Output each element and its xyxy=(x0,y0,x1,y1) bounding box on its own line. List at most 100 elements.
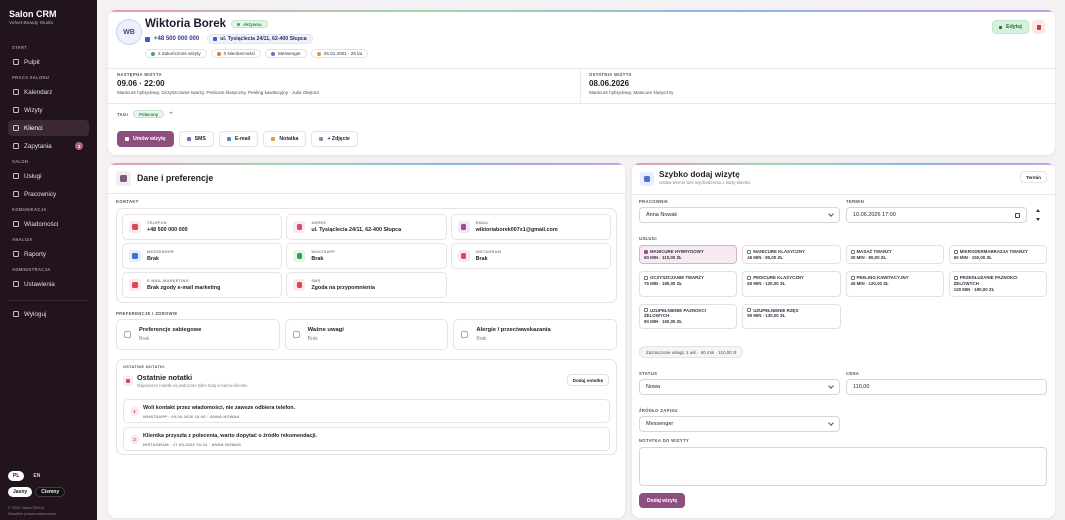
nav-item[interactable]: Raporty xyxy=(8,246,89,262)
action-icon xyxy=(125,137,129,141)
theme-option[interactable]: Ciemny xyxy=(35,487,66,497)
service-option[interactable]: PRZEDŁUŻANIE PAZNOKCI ŻELOWYCH 120 MIN · … xyxy=(948,271,1047,297)
service-checkbox xyxy=(644,308,648,313)
action-button[interactable]: E-mail xyxy=(218,131,259,147)
action-icon xyxy=(271,137,276,141)
nav-item[interactable]: Pracownicy xyxy=(8,186,89,202)
nav-item[interactable]: Wyloguj xyxy=(8,306,89,322)
icon xyxy=(293,279,306,291)
service-option[interactable]: MASAŻ TWARZY 30 MIN · 80,00 ZŁ xyxy=(845,245,944,265)
preference-title: Ważne uwagi xyxy=(307,327,344,333)
nav-heading: START xyxy=(12,45,28,50)
service-meta: 90 MIN · 130,00 ZŁ xyxy=(747,313,786,319)
spinner-down[interactable] xyxy=(1036,218,1040,221)
visit-date: 08.06.2026 xyxy=(589,79,630,88)
action-button[interactable]: Notatka xyxy=(263,131,307,147)
service-meta: 45 MIN · 80,00 ZŁ xyxy=(747,254,783,260)
add-tag[interactable]: + xyxy=(169,111,173,117)
contact-field: EMAIL wiktoriaborek007x1@gmail.com xyxy=(450,214,611,240)
contact-value: wiktoriaborek007x1@gmail.com xyxy=(475,227,558,233)
input-field[interactable]: 110,00 xyxy=(846,379,1047,395)
service-checkbox xyxy=(953,249,958,254)
language-option[interactable]: PL xyxy=(8,471,25,481)
icon-glyph xyxy=(296,282,303,288)
theme-option[interactable]: Jasny xyxy=(8,487,33,497)
contact-value: Zgoda na przypomnienia xyxy=(311,285,375,291)
nav-item[interactable]: Usługi xyxy=(8,168,89,184)
service-checkbox xyxy=(644,249,648,254)
service-option[interactable]: MANICURE KLASYCZNY 45 MIN · 80,00 ZŁ xyxy=(742,245,841,265)
nav-item[interactable]: Kalendarz xyxy=(8,84,89,100)
contact-label: E-MAIL MARKETING xyxy=(147,279,189,283)
tags-label: TAGI xyxy=(117,111,129,117)
icon xyxy=(457,250,470,262)
service-option[interactable]: UZUPEŁNIENIE PAZNOKCI ŻELOWYCH 90 MIN · 1… xyxy=(639,303,738,329)
service-option[interactable]: PEELING KAWITACYJNY 45 MIN · 120,00 ZŁ xyxy=(845,271,944,297)
notes-heading: OSTATNIE NOTATKI xyxy=(123,365,165,369)
tag[interactable]: Polecony xyxy=(133,110,165,118)
add-note-button[interactable]: Dodaj notatkę xyxy=(566,374,609,386)
select-chevron xyxy=(828,383,834,389)
service-option[interactable]: OCZYSZCZANIE TWARZY 75 MIN · 180,00 ZŁ xyxy=(639,271,738,297)
contact-label: EMAIL xyxy=(475,221,489,225)
service-option[interactable]: MIKRODERMABRAZJA TWARZY 60 MIN · 150,00 Z… xyxy=(948,245,1047,265)
service-name-text: UZUPEŁNIENIE RZĘS xyxy=(753,307,799,313)
icon xyxy=(640,172,654,186)
edit-button[interactable]: Edytuj xyxy=(992,20,1029,34)
submit-button[interactable]: Dodaj wizytę xyxy=(639,493,686,508)
action-button[interactable]: + Zdjęcie xyxy=(311,131,358,147)
note-item: 1 Woli kontakt przez wiadomości, nie zaws… xyxy=(123,399,610,423)
nav-item[interactable]: Ustawienia xyxy=(8,276,89,292)
icon-glyph xyxy=(120,175,127,182)
service-checkbox xyxy=(747,249,752,254)
preference-value: Brak xyxy=(139,336,150,342)
service-name-text: PEELING KAWITACYJNY xyxy=(856,275,909,281)
icon-glyph xyxy=(132,253,138,259)
service-name-text: MASAŻ TWARZY xyxy=(856,249,892,254)
contact-text: E-MAIL MARKETING Brak zgody e-mail market… xyxy=(147,279,220,291)
service-name-text: MIKRODERMABRAZJA TWARZY xyxy=(959,249,1028,254)
nav-item[interactable]: Pulpit xyxy=(8,54,89,70)
service-option[interactable]: MANICURE HYBRYDOWY 60 MIN · 110,00 ZŁ xyxy=(639,245,738,265)
action-button[interactable]: Umów wizytę xyxy=(117,131,174,147)
icon xyxy=(123,376,133,386)
input-field[interactable]: 10.06.2026 17:00 xyxy=(846,207,1027,223)
field-label: NOTATKA DO WIZYTY xyxy=(639,438,690,443)
service-name: MASAŻ TWARZY xyxy=(850,249,939,255)
language-option[interactable]: EN xyxy=(33,473,41,479)
nav-item[interactable]: Klienci xyxy=(8,120,89,136)
edit-icon xyxy=(999,25,1003,29)
select-field[interactable]: Nowa xyxy=(639,379,840,395)
select-field[interactable]: Anna Nowak xyxy=(639,207,840,223)
preference-icon xyxy=(124,331,131,338)
service-name: MANICURE KLASYCZNY xyxy=(747,249,835,255)
language-switch: PL EN xyxy=(8,471,45,481)
nav-item[interactable]: Wiadomości xyxy=(8,216,89,232)
note-textarea[interactable] xyxy=(639,447,1047,486)
card-subtitle: Ustaw termin bez wychodzenia z karty kli… xyxy=(659,180,752,185)
card-title: Szybko dodaj wizytę xyxy=(659,169,740,179)
nav-heading: KOMUNIKACJA xyxy=(12,207,47,212)
contact-field: WHATSAPP Brak xyxy=(286,243,447,269)
nav-item[interactable]: Wizyty xyxy=(8,102,89,118)
select-field[interactable]: Messenger xyxy=(639,416,840,432)
nav-item[interactable]: Zapytania 3 xyxy=(8,138,89,154)
address: ul. Tysiąclecia 24/11, 62-400 Słupca xyxy=(207,34,313,44)
action-icon xyxy=(186,137,191,141)
nav-label: Klienci xyxy=(24,124,43,132)
action-label: E-mail xyxy=(234,136,251,142)
delete-button[interactable] xyxy=(1032,20,1045,34)
spinner-up[interactable] xyxy=(1036,209,1040,212)
nav-label: Zapytania xyxy=(24,142,52,150)
service-name-text: MANICURE KLASYCZNY xyxy=(753,249,805,254)
action-label: + Zdjęcie xyxy=(327,136,350,142)
icon xyxy=(293,250,306,262)
action-button[interactable]: SMS xyxy=(178,131,214,147)
service-name: PEELING KAWITACYJNY xyxy=(850,275,939,281)
visit-date: 09.06 · 22:00 xyxy=(117,79,165,88)
date-button[interactable]: Termin xyxy=(1020,171,1047,183)
service-option[interactable]: UZUPEŁNIENIE RZĘS 90 MIN · 130,00 ZŁ xyxy=(742,303,841,329)
nav-icon xyxy=(13,125,19,131)
contact-value: ul. Tysiąclecia 24/11, 62-400 Słupca xyxy=(311,227,402,233)
service-option[interactable]: PEDICURE KLASYCZNY 60 MIN · 120,00 ZŁ xyxy=(742,271,841,297)
